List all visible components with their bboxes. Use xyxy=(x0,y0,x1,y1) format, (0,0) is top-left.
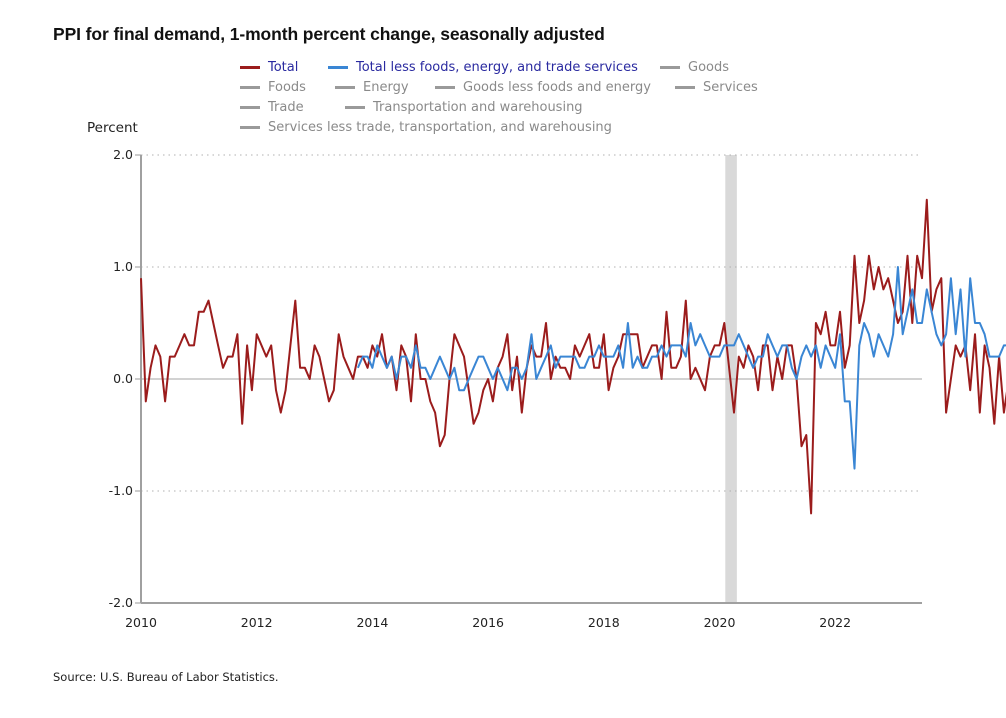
legend-swatch xyxy=(240,126,260,129)
x-tick-label: 2018 xyxy=(588,615,620,630)
y-tick-label: 1.0 xyxy=(113,259,133,274)
legend-swatch xyxy=(660,66,680,69)
legend-label: Total xyxy=(268,60,299,75)
legend-label: Total less foods, energy, and trade serv… xyxy=(356,60,638,75)
legend-label: Trade xyxy=(268,100,304,115)
legend-label: Transportation and warehousing xyxy=(373,100,583,115)
legend-label: Services less trade, transportation, and… xyxy=(268,120,612,135)
legend-item[interactable]: Transportation and warehousing xyxy=(345,100,583,115)
legend-item[interactable]: Goods xyxy=(660,60,729,75)
legend-label: Goods less foods and energy xyxy=(463,80,651,95)
x-tick-label: 2010 xyxy=(125,615,157,630)
legend-item[interactable]: Foods xyxy=(240,80,306,95)
series-line-total xyxy=(140,198,1006,515)
x-tick-label: 2016 xyxy=(472,615,504,630)
legend-swatch xyxy=(240,86,260,89)
legend-label: Energy xyxy=(363,80,409,95)
x-tick-label: 2022 xyxy=(819,615,851,630)
legend-item[interactable]: Goods less foods and energy xyxy=(435,80,651,95)
legend-item[interactable]: Services xyxy=(675,80,758,95)
legend-swatch xyxy=(240,66,260,69)
legend-swatch xyxy=(435,86,455,89)
legend-label: Goods xyxy=(688,60,730,75)
y-tick-label: 0.0 xyxy=(113,371,133,386)
legend-item[interactable]: Total less foods, energy, and trade serv… xyxy=(328,60,638,75)
y-tick-label: -2.0 xyxy=(109,595,133,610)
x-tick-label: 2014 xyxy=(356,615,388,630)
legend-item[interactable]: Services less trade, transportation, and… xyxy=(240,120,612,135)
x-tick-label: 2020 xyxy=(704,615,736,630)
legend-swatch xyxy=(335,86,355,89)
y-tick-label: -1.0 xyxy=(109,483,133,498)
y-tick-label: 2.0 xyxy=(113,147,133,162)
legend-swatch xyxy=(328,66,348,69)
x-tick-label: 2012 xyxy=(241,615,273,630)
source-note: Source: U.S. Bureau of Labor Statistics. xyxy=(53,670,279,684)
legend-item[interactable]: Energy xyxy=(335,80,409,95)
legend-swatch xyxy=(675,86,695,89)
legend-item[interactable]: Trade xyxy=(240,100,304,115)
legend-item[interactable]: Total xyxy=(240,60,298,75)
y-axis-label: Percent xyxy=(87,120,138,136)
legend-label: Services xyxy=(703,80,758,95)
legend-swatch xyxy=(345,106,365,109)
legend-label: Foods xyxy=(268,80,306,95)
legend-swatch xyxy=(240,106,260,109)
chart-title: PPI for final demand, 1-month percent ch… xyxy=(53,24,605,44)
series-line-total-less-foods-energy-trade xyxy=(356,266,1006,470)
